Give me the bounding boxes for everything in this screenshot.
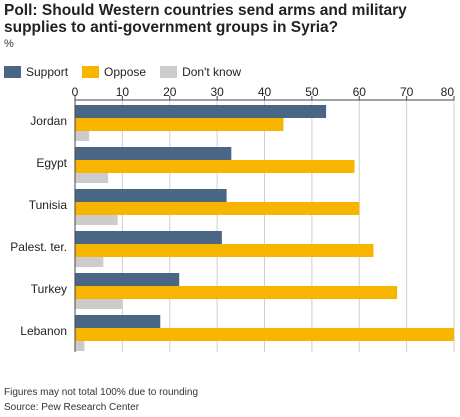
bar-lebanon-dont-know [75,341,85,351]
chart-title: Poll: Should Western countries send arms… [4,2,407,36]
footnote: Figures may not total 100% due to roundi… [4,387,199,398]
bar-jordan-dont-know [75,131,90,141]
legend-item-dont-know: Don't know [160,65,241,79]
x-tick-label-10: 10 [116,85,130,99]
bar-palest-ter-support [75,231,222,244]
legend: Support Oppose Don't know [4,64,255,80]
x-tick-label-60: 60 [353,85,367,99]
category-label-lebanon: Lebanon [20,324,67,338]
bar-turkey-support [75,273,180,286]
bar-egypt-support [75,147,232,160]
x-tick-label-30: 30 [210,85,224,99]
legend-swatch-support [4,66,21,78]
legend-label-oppose: Oppose [104,65,147,79]
category-label-palest-ter: Palest. ter. [10,240,67,254]
legend-label-dont-know: Don't know [182,65,242,79]
bar-lebanon-support [75,315,161,328]
category-label-tunisia: Tunisia [29,198,68,212]
unit-label: % [4,38,14,50]
x-tick-label-50: 50 [305,85,319,99]
bar-egypt-oppose [75,160,355,173]
legend-swatch-dont-know [160,66,178,78]
legend-label-support: Support [26,65,69,79]
x-tick-label-40: 40 [258,85,272,99]
bar-egypt-dont-know [75,173,109,183]
legend-swatch-oppose [82,66,100,78]
bar-palest-ter-dont-know [75,257,104,267]
bar-turkey-dont-know [75,299,123,309]
bar-jordan-support [75,105,327,118]
x-tick-label-0: 0 [72,85,79,99]
x-tick-label-20: 20 [163,85,177,99]
bar-chart: 0 10 20 30 40 50 60 70 80 Jordan Egypt Tunisia Pales… [10,85,455,352]
bar-tunisia-dont-know [75,215,118,225]
category-label-turkey: Turkey [31,282,67,296]
category-label-egypt: Egypt [36,156,67,170]
bar-turkey-oppose [75,286,398,299]
x-tick-label-70: 70 [400,85,414,99]
source-note: Source: Pew Research Center [4,402,140,413]
bar-palest-ter-oppose [75,244,374,257]
category-label-jordan: Jordan [30,114,67,128]
bar-tunisia-oppose [75,202,360,215]
bar-tunisia-support [75,189,227,202]
bar-jordan-oppose [75,118,284,131]
legend-item-support: Support [4,65,68,79]
x-tick-label-80: 80 [441,85,455,99]
bar-lebanon-oppose [75,328,454,341]
legend-item-oppose: Oppose [82,65,146,79]
